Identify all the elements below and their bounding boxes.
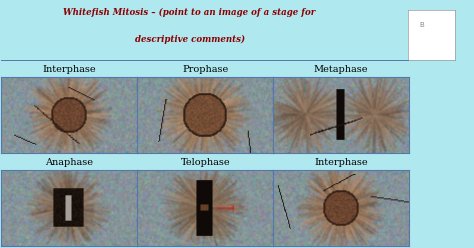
Text: Whitefish Mitosis – (point to an image of a stage for: Whitefish Mitosis – (point to an image o… bbox=[64, 7, 316, 17]
Text: B: B bbox=[419, 22, 424, 28]
Text: Interphase: Interphase bbox=[43, 64, 96, 74]
Text: descriptive comments): descriptive comments) bbox=[135, 35, 245, 44]
Text: Interphase: Interphase bbox=[314, 157, 368, 167]
Text: Prophase: Prophase bbox=[182, 64, 228, 74]
Text: Telophase: Telophase bbox=[181, 157, 230, 167]
Text: Metaphase: Metaphase bbox=[314, 64, 368, 74]
Text: Anaphase: Anaphase bbox=[46, 157, 93, 167]
